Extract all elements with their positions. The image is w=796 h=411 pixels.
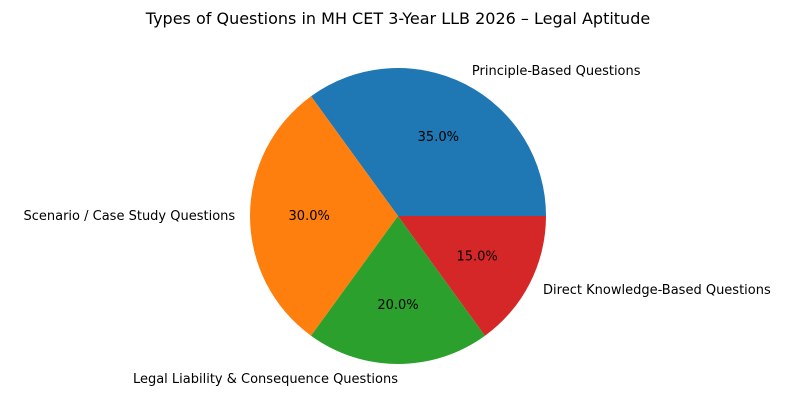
- pie-percent-label: 35.0%: [418, 130, 459, 145]
- pie-category-label: Legal Liability & Consequence Questions: [133, 372, 398, 387]
- pie-slice-legal-liability: [311, 216, 485, 364]
- pie-category-label: Direct Knowledge-Based Questions: [543, 283, 771, 298]
- chart-title: Types of Questions in MH CET 3-Year LLB …: [145, 9, 650, 28]
- pie-percent-label: 30.0%: [289, 209, 330, 224]
- pie-category-label: Principle-Based Questions: [472, 64, 641, 79]
- pie-percent-label: 15.0%: [456, 249, 497, 264]
- pie-category-label: Scenario / Case Study Questions: [23, 209, 235, 224]
- pie-slices: [250, 68, 546, 364]
- pie-labels: 35.0% Principle-Based Questions 30.0% Scena…: [23, 64, 770, 387]
- pie-slice-principle-based: [311, 68, 546, 216]
- pie-slice-direct-knowledge: [398, 216, 546, 336]
- pie-percent-label: 20.0%: [377, 298, 418, 313]
- pie-slice-scenario-case-study: [250, 96, 398, 336]
